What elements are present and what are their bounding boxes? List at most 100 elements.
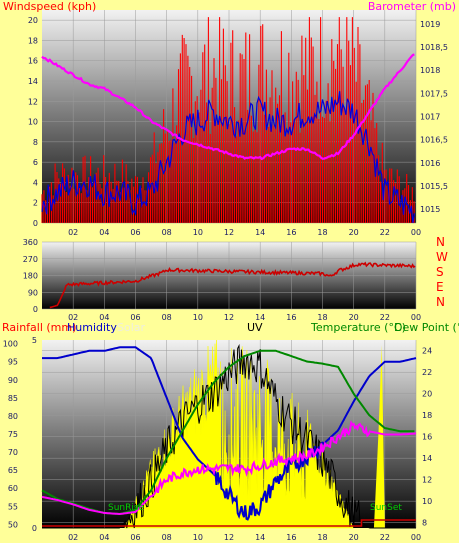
barometer-axis-label: Barometer (mb) <box>368 0 456 13</box>
uv-axis-label: UV <box>247 321 263 334</box>
x-tick-label: 00 <box>411 313 421 322</box>
barometer-tick-label: 1018 <box>420 66 440 75</box>
x-tick-label: 12 <box>224 228 234 237</box>
x-tick-label: 00 <box>411 228 421 237</box>
x-tick-label: 04 <box>99 313 109 322</box>
humidity-tick-label: 70 <box>8 448 18 457</box>
x-tick-label: 04 <box>99 228 109 237</box>
uv-tick-label: 5 <box>32 336 37 345</box>
direction-tick-label: 360 <box>23 238 38 247</box>
x-tick-label: 20 <box>349 228 359 237</box>
wind-tick-label: 16 <box>28 57 38 66</box>
humidity-series <box>42 346 417 521</box>
direction-tick-label: 90 <box>28 288 38 297</box>
solar-late-spike <box>373 345 385 528</box>
wind-tick-label: 14 <box>28 77 38 86</box>
x-tick-label: 22 <box>380 228 390 237</box>
x-tick-label: 20 <box>349 313 359 322</box>
barometer-tick-label: 1018,5 <box>420 43 448 52</box>
humidity-tick-label: 75 <box>8 430 18 439</box>
rainfall-series <box>42 519 416 527</box>
x-tick-label: 08 <box>162 533 172 542</box>
x-tick-label: 18 <box>317 533 327 542</box>
x-tick-label: 14 <box>255 313 265 322</box>
windspeed-axis-label: Windspeed (kph) <box>3 0 96 13</box>
barometer-tick-label: 1017,5 <box>420 89 448 98</box>
compass-n-label: N <box>436 235 445 249</box>
uv-tick-label: 0 <box>32 524 37 533</box>
x-tick-label: 02 <box>68 533 78 542</box>
x-tick-label: 06 <box>130 533 140 542</box>
x-tick-label: 20 <box>349 533 359 542</box>
x-tick-label: 12 <box>224 313 234 322</box>
dewpoint-axis-label: Dew Point (°C) <box>394 321 459 334</box>
wind-tick-label: 0 <box>33 219 38 228</box>
x-tick-label: 10 <box>193 228 203 237</box>
temperature-tick-label: 12 <box>422 476 432 485</box>
barometer-tick-label: 1015,5 <box>420 182 448 191</box>
humidity-tick-label: 80 <box>8 412 18 421</box>
wind-tick-label: 10 <box>28 118 38 127</box>
temperature-tick-label: 24 <box>422 347 432 356</box>
direction-tick-label: 270 <box>23 255 38 264</box>
temperature-tick-label: 18 <box>422 411 432 420</box>
humidity-tick-label: 65 <box>8 466 18 475</box>
humidity-tick-label: 50 <box>8 520 18 529</box>
x-tick-label: 22 <box>380 533 390 542</box>
solar-axis-label: Solar <box>117 321 146 334</box>
wind-tick-label: 6 <box>33 158 38 167</box>
barometer-tick-label: 1015 <box>420 205 440 214</box>
temperature-tick-label: 14 <box>422 454 432 463</box>
x-tick-label: 22 <box>380 313 390 322</box>
solar-series <box>124 339 355 529</box>
humidity-axis-label: Humidity <box>67 321 117 334</box>
temperature-tick-label: 16 <box>422 433 432 442</box>
uv-series <box>42 343 416 529</box>
rainfall-axis-label: Rainfall (mm) <box>2 321 76 334</box>
barometer-tick-label: 1016 <box>420 159 440 168</box>
barometer-tick-label: 1017 <box>420 113 440 122</box>
x-tick-label: 08 <box>162 228 172 237</box>
temperature-tick-label: 10 <box>422 497 432 506</box>
compass-w-label: W <box>436 250 448 264</box>
compass-e-label: E <box>436 280 444 294</box>
x-tick-label: 14 <box>255 228 265 237</box>
x-tick-label: 12 <box>224 533 234 542</box>
humidity-tick-label: 85 <box>8 394 18 403</box>
x-tick-label: 16 <box>286 313 296 322</box>
x-tick-label: 18 <box>317 313 327 322</box>
humidity-tick-label: 60 <box>8 484 18 493</box>
humidity-tick-label: 55 <box>8 502 18 511</box>
barometer-series <box>41 53 415 161</box>
wind-average-series <box>41 91 415 224</box>
temperature-tick-label: 8 <box>422 519 427 528</box>
x-tick-label: 16 <box>286 533 296 542</box>
x-tick-label: 06 <box>130 313 140 322</box>
x-tick-label: 00 <box>411 533 421 542</box>
wind-tick-label: 8 <box>33 138 38 147</box>
x-tick-label: 16 <box>286 228 296 237</box>
sunrise-label: SunRise <box>108 503 145 513</box>
x-tick-label: 10 <box>193 313 203 322</box>
humidity-tick-label: 95 <box>8 358 18 367</box>
humidity-tick-label: 100 <box>3 340 18 349</box>
compass-s-label: S <box>436 265 444 279</box>
x-tick-label: 14 <box>255 533 265 542</box>
wind-tick-label: 18 <box>28 36 38 45</box>
temperature-tick-label: 20 <box>422 390 432 399</box>
wind-tick-label: 12 <box>28 97 38 106</box>
sunset-label: SunSet <box>370 503 402 513</box>
direction-tick-label: 180 <box>23 272 38 281</box>
temperature-axis-label: Temperature (°C) <box>310 321 406 334</box>
x-tick-label: 10 <box>193 533 203 542</box>
x-tick-label: 08 <box>162 313 172 322</box>
dewpoint-series <box>41 420 416 516</box>
x-tick-label: 04 <box>99 533 109 542</box>
x-tick-label: 18 <box>317 228 327 237</box>
barometer-tick-label: 1016,5 <box>420 136 448 145</box>
wind-direction-series <box>49 261 416 309</box>
compass-n-label: N <box>436 295 445 309</box>
x-tick-label: 06 <box>130 228 140 237</box>
x-tick-label: 02 <box>68 228 78 237</box>
